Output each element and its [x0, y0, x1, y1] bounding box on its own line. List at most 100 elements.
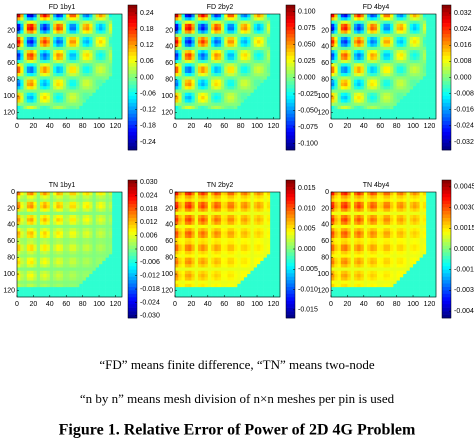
heatmap-cell	[17, 202, 21, 206]
heatmap-cell	[63, 215, 67, 219]
heatmap-cell	[191, 245, 195, 249]
heatmap-cell	[112, 73, 116, 77]
heatmap-cell	[73, 24, 77, 28]
heatmap-cell	[109, 264, 113, 268]
heatmap-cell	[357, 86, 361, 90]
heatmap-cell	[89, 241, 93, 245]
heatmap-cell	[92, 103, 96, 107]
heatmap-cell	[89, 248, 93, 252]
heatmap-cell	[257, 27, 261, 31]
colorbar-step	[286, 12, 295, 16]
heatmap-cell	[27, 40, 31, 44]
heatmap-cell	[224, 212, 228, 216]
heatmap-cell	[429, 27, 433, 31]
heatmap-cell	[406, 109, 410, 113]
heatmap-cell	[175, 96, 179, 100]
heatmap-cell	[99, 254, 103, 258]
heatmap-cell	[92, 281, 96, 285]
heatmap-cell	[102, 284, 106, 288]
heatmap-cell	[115, 241, 119, 245]
heatmap-cell	[201, 103, 205, 107]
heatmap-cell	[60, 17, 64, 21]
heatmap-cell	[224, 112, 228, 116]
heatmap-cell	[270, 47, 274, 51]
heatmap-cell	[205, 205, 209, 209]
heatmap-cell	[47, 238, 51, 242]
heatmap-cell	[60, 235, 64, 239]
heatmap-cell	[33, 63, 37, 67]
heatmap-cell	[224, 27, 228, 31]
heatmap-cell	[92, 83, 96, 87]
heatmap-cell	[413, 80, 417, 84]
heatmap-cell	[79, 267, 83, 271]
heatmap-cell	[56, 212, 60, 216]
heatmap-cell	[50, 57, 54, 61]
heatmap-cell	[370, 67, 374, 71]
heatmap-cell	[92, 44, 96, 48]
heatmap-cell	[390, 30, 394, 34]
colorbar-step	[128, 242, 137, 246]
heatmap-cell	[224, 24, 228, 28]
heatmap-cell	[214, 96, 218, 100]
heatmap-cell	[53, 34, 57, 38]
heatmap-cell	[53, 96, 57, 100]
heatmap-cell	[347, 30, 351, 34]
heatmap-cell	[270, 40, 274, 44]
heatmap-cell	[79, 14, 83, 18]
heatmap-cell	[364, 96, 368, 100]
heatmap-cell	[247, 21, 251, 25]
heatmap-cell	[334, 99, 338, 103]
heatmap-cell	[241, 99, 245, 103]
heatmap-cell	[185, 34, 189, 38]
heatmap-cell	[387, 86, 391, 90]
y-tick-label: 120	[317, 109, 329, 116]
note: “n by n” means mesh division of n×n mesh…	[80, 391, 395, 406]
heatmap-cell	[331, 89, 335, 93]
heatmap-cell	[429, 106, 433, 110]
heatmap-cell	[63, 287, 67, 291]
heatmap-cell	[234, 50, 238, 54]
heatmap-cell	[86, 86, 90, 90]
heatmap-cell	[76, 205, 80, 209]
heatmap-cell	[231, 14, 235, 18]
heatmap-cell	[267, 14, 271, 18]
heatmap-cell	[175, 235, 179, 239]
heatmap-cell	[73, 40, 77, 44]
heatmap-cell	[260, 228, 264, 232]
x-tick-label: 0	[15, 123, 19, 130]
heatmap-cell	[400, 53, 404, 57]
heatmap-cell	[53, 264, 57, 268]
heatmap-cell	[380, 57, 384, 61]
heatmap-cell	[228, 199, 232, 203]
heatmap-cell	[254, 218, 258, 222]
colorbar-step	[442, 103, 451, 107]
heatmap-cell	[17, 57, 21, 61]
heatmap-cell	[354, 34, 358, 38]
heatmap-cell	[400, 44, 404, 48]
heatmap-cell	[273, 208, 277, 212]
heatmap-cell	[410, 47, 414, 51]
heatmap-cell	[397, 47, 401, 51]
heatmap-cell	[37, 195, 41, 199]
heatmap-cell	[423, 99, 427, 103]
heatmap-cell	[429, 99, 433, 103]
heatmap-cell	[37, 254, 41, 258]
heatmap-cell	[20, 86, 24, 90]
colorbar-step	[442, 143, 451, 147]
y-tick-label: 100	[3, 271, 15, 278]
heatmap-cell	[33, 192, 37, 196]
heatmap-cell	[188, 205, 192, 209]
heatmap-cell	[403, 34, 407, 38]
heatmap-cell	[205, 60, 209, 64]
heatmap-cell	[267, 93, 271, 97]
heatmap-cell	[76, 212, 80, 216]
heatmap-cell	[361, 17, 365, 21]
heatmap-cell	[201, 235, 205, 239]
heatmap-cell	[63, 73, 67, 77]
heatmap-cell	[20, 238, 24, 242]
heatmap-cell	[429, 73, 433, 77]
heatmap-cell	[191, 202, 195, 206]
heatmap-cell	[76, 192, 80, 196]
heatmap-cell	[201, 21, 205, 25]
heatmap-cell	[341, 30, 345, 34]
